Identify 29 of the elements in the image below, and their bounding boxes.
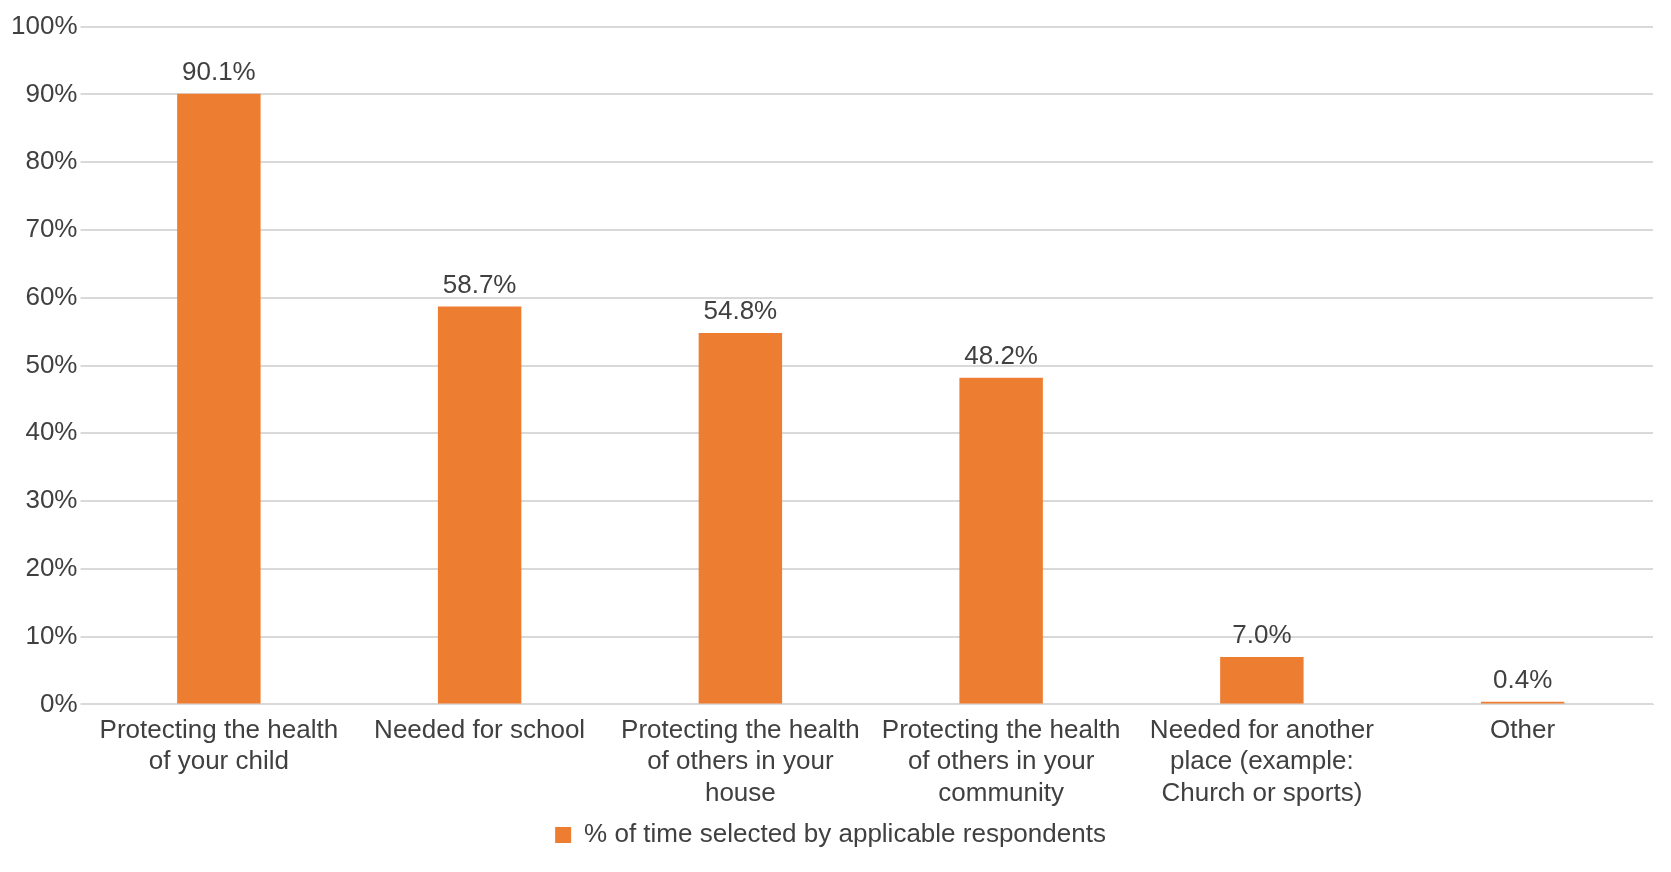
data-label: 48.2% [964, 339, 1038, 370]
x-tick-label: Other [1490, 714, 1556, 745]
legend-label: % of time selected by applicable respondents [584, 818, 1106, 849]
bar [177, 93, 261, 704]
y-tick-label: 60% [25, 280, 78, 311]
bar [959, 377, 1043, 704]
y-tick-label: 80% [25, 145, 78, 176]
x-tick-label: Protecting the health of your child [99, 714, 339, 776]
data-label: 58.7% [442, 268, 517, 299]
x-tick-label: Protecting the health of others in your house [621, 714, 860, 807]
y-tick-label: 10% [25, 619, 78, 650]
y-tick-label: 50% [25, 348, 78, 379]
x-tick-label: Needed for school [374, 714, 586, 745]
data-label: 7.0% [1232, 619, 1292, 650]
bar [698, 332, 783, 704]
data-label: 54.8% [703, 295, 778, 326]
bar [1220, 656, 1304, 704]
x-tick-label: Needed for another place (example: Church or sports) [1149, 714, 1375, 807]
y-tick-label: 0% [39, 687, 78, 718]
y-tick-label: 70% [25, 213, 78, 244]
data-label: 0.4% [1492, 663, 1553, 694]
y-tick-label: 100% [11, 9, 78, 40]
y-tick-label: 30% [25, 484, 78, 515]
y-tick-label: 90% [25, 77, 78, 108]
y-tick-label: 40% [25, 416, 78, 447]
x-tick-label: Protecting the health of others in your community [881, 714, 1121, 807]
y-tick-label: 20% [25, 552, 78, 583]
data-label: 90.1% [182, 55, 256, 86]
bar [437, 306, 522, 704]
